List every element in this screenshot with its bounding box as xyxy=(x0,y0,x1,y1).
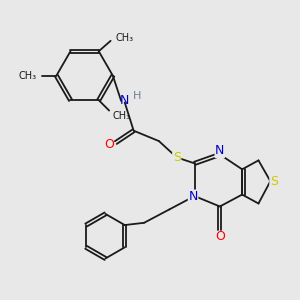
Text: CH₃: CH₃ xyxy=(116,34,134,44)
Text: N: N xyxy=(188,190,198,203)
Text: H: H xyxy=(133,91,141,101)
Text: S: S xyxy=(270,175,278,188)
Text: CH₃: CH₃ xyxy=(18,71,36,81)
Text: CH₃: CH₃ xyxy=(112,111,130,121)
Text: O: O xyxy=(215,230,225,243)
Text: S: S xyxy=(173,151,181,164)
Text: O: O xyxy=(104,138,114,152)
Text: N: N xyxy=(120,94,129,107)
Text: N: N xyxy=(215,144,224,158)
